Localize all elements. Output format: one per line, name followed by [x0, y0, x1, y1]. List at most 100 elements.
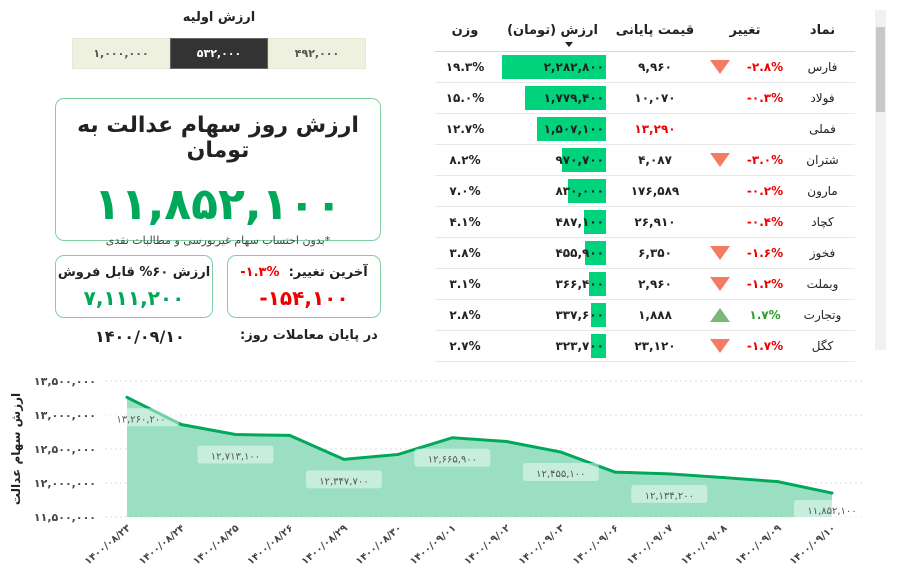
table-row[interactable]: فولاد -۰.۳% ۱۰,۰۷۰ ۱,۷۷۹,۴۰۰ ۱۵.۰%	[435, 83, 855, 114]
cell-price: ۱۰,۰۷۰	[634, 91, 676, 105]
data-point	[396, 452, 400, 456]
table-row[interactable]: وتجارت ۱.۷% ۱,۸۸۸ ۳۳۷,۶۰۰ ۲.۸%	[435, 300, 855, 331]
table-row[interactable]: فملی ۱۳,۲۹۰ ۱,۵۰۷,۱۰۰ ۱۲.۷%	[435, 114, 855, 145]
cell-change: -۱.۷%	[746, 339, 784, 353]
cell-change: -۳.۰%	[746, 153, 784, 167]
cell-symbol: وتجارت	[803, 308, 842, 322]
cell-weight: ۱۵.۰%	[445, 91, 485, 105]
data-point	[559, 450, 563, 454]
data-label-bg	[305, 470, 382, 489]
table-scrollbar-thumb[interactable]	[876, 27, 885, 112]
sellable-value-label: ارزش ۶۰% قابل فروش	[57, 265, 211, 280]
table-row[interactable]: شتران -۳.۰% ۴,۰۸۷ ۹۷۰,۷۰۰ ۸.۲%	[435, 145, 855, 176]
cell-price: ۱۳,۲۹۰	[634, 122, 676, 136]
cell-price: ۱۷۶,۵۸۹	[630, 184, 680, 198]
data-label-bg	[631, 484, 708, 503]
trading-date-label: در پایان معاملات روز:	[240, 328, 378, 343]
data-label: ۱۳,۲۶۰,۲۰۰	[116, 414, 165, 425]
table-row[interactable]: وبملت -۱.۲% ۲,۹۶۰ ۳۶۶,۴۰۰ ۳.۱%	[435, 269, 855, 300]
data-label: ۱۱,۸۵۲,۱۰۰	[807, 506, 856, 517]
x-tick-label: ۱۴۰۰/۰۸/۲۶	[246, 523, 296, 568]
cell-symbol: فولاد	[810, 91, 835, 105]
cell-value-text: ۸۳۰,۰۰۰	[555, 184, 604, 198]
current-value-title: ارزش روز سهام عدالت به تومان	[77, 113, 359, 163]
header-weight[interactable]: وزن	[451, 23, 479, 38]
holdings-table: نماد تغییر قیمت پایانی ارزش (تومان) وزن …	[435, 10, 855, 362]
data-point	[450, 436, 454, 440]
cell-symbol: فارس	[807, 60, 838, 74]
last-change-label: آخرین تغییر:	[288, 265, 368, 280]
cell-arrow	[700, 308, 740, 322]
header-symbol[interactable]: نماد	[809, 23, 836, 38]
header-value[interactable]: ارزش (تومان)	[495, 10, 610, 51]
arrow-up-icon	[710, 308, 730, 322]
cell-value: ۳۲۳,۷۰۰	[495, 331, 610, 361]
sellable-value-card: ارزش ۶۰% قابل فروش ۷,۱۱۱,۲۰۰	[55, 255, 213, 318]
data-label: ۱۲,۱۳۴,۲۰۰	[645, 491, 694, 502]
cell-value-text: ۴۸۷,۱۰۰	[555, 215, 604, 229]
value-bar	[568, 179, 606, 203]
value-history-chart: ۱۳,۵۰۰,۰۰۰ ۱۳,۰۰۰,۰۰۰ ۱۲,۵۰۰,۰۰۰ ۱۲,۰۰۰,۰۰۰…	[9, 375, 870, 568]
current-value: ۱۱,۸۵۲,۱۰۰	[93, 179, 343, 230]
value-bar	[590, 303, 606, 327]
cell-weight: ۷.۰%	[449, 184, 481, 198]
data-label: ۱۲,۴۵۵,۱۰۰	[536, 469, 585, 480]
cell-change: -۰.۲%	[746, 184, 784, 198]
cell-value: ۸۳۰,۰۰۰	[495, 176, 610, 206]
initial-value-option-532000[interactable]: ۵۳۲,۰۰۰	[170, 38, 268, 69]
table-scrollbar[interactable]	[875, 10, 886, 350]
sellable-value: ۷,۱۱۱,۲۰۰	[83, 286, 185, 310]
arrow-down-icon	[710, 246, 730, 260]
table-row[interactable]: فخوز -۱.۶% ۶,۳۵۰ ۴۵۵,۹۰۰ ۳.۸%	[435, 238, 855, 269]
cell-symbol: مارون	[807, 184, 838, 198]
current-value-note: *بدون احتساب سهام غیربورسی و مطالبات نقد…	[105, 234, 331, 247]
sort-desc-icon	[565, 42, 573, 47]
data-label: ۱۲,۳۴۷,۷۰۰	[319, 476, 368, 487]
data-point	[722, 476, 726, 480]
cell-symbol: کچاد	[811, 215, 834, 229]
series-line	[126, 395, 833, 495]
cell-symbol: وبملت	[806, 277, 839, 291]
cell-weight: ۲.۷%	[449, 339, 481, 353]
table-row[interactable]: کچاد -۰.۴% ۲۶,۹۱۰ ۴۸۷,۱۰۰ ۴.۱%	[435, 207, 855, 238]
initial-value-option-492000[interactable]: ۴۹۲,۰۰۰	[268, 38, 366, 69]
y-axis-title: ارزش سهام عدالت	[9, 393, 24, 505]
cell-value-text: ۱,۵۰۷,۱۰۰	[543, 122, 604, 136]
value-bar	[589, 272, 606, 296]
value-bar	[561, 148, 606, 172]
data-point	[613, 470, 617, 474]
cell-value-text: ۳۲۳,۷۰۰	[555, 339, 604, 353]
header-price[interactable]: قیمت پایانی	[615, 23, 695, 38]
cell-value: ۱,۵۰۷,۱۰۰	[495, 114, 610, 144]
table-row[interactable]: مارون -۰.۲% ۱۷۶,۵۸۹ ۸۳۰,۰۰۰ ۷.۰%	[435, 176, 855, 207]
data-point	[776, 480, 780, 484]
x-tick-label: ۱۴۰۰/۰۹/۱۰	[788, 523, 838, 568]
cell-value: ۴۵۵,۹۰۰	[495, 238, 610, 268]
cell-arrow	[700, 246, 740, 260]
data-label: ۱۲,۷۱۳,۱۰۰	[211, 452, 260, 463]
data-point	[830, 491, 834, 495]
cell-change: ۱.۷%	[749, 308, 781, 322]
table-row[interactable]: کگل -۱.۷% ۲۳,۱۲۰ ۳۲۳,۷۰۰ ۲.۷%	[435, 331, 855, 362]
current-value-card: ارزش روز سهام عدالت به تومان ۱۱,۸۵۲,۱۰۰ …	[55, 98, 381, 247]
cell-price: ۲۳,۱۲۰	[634, 339, 676, 353]
trading-date: ۱۴۰۰/۰۹/۱۰	[95, 327, 185, 346]
table-row[interactable]: فارس -۲.۸% ۹,۹۶۰ ۲,۲۸۲,۸۰۰ ۱۹.۳%	[435, 52, 855, 83]
initial-value-option-1000000[interactable]: ۱,۰۰۰,۰۰۰	[72, 38, 170, 69]
data-point	[179, 423, 183, 427]
cell-value-text: ۲,۲۸۲,۸۰۰	[543, 60, 604, 74]
data-point	[505, 440, 509, 444]
cell-change: -۰.۳%	[746, 91, 784, 105]
header-change[interactable]: تغییر	[729, 23, 761, 38]
cell-price: ۶,۳۵۰	[638, 246, 672, 260]
initial-value-title: ارزش اولیه	[182, 10, 256, 25]
x-tick-label: ۱۴۰۰/۰۸/۲۹	[300, 523, 350, 568]
x-tick-label: ۱۴۰۰/۰۹/۰۲	[462, 523, 512, 568]
arrow-down-icon	[710, 277, 730, 291]
cell-weight: ۱۹.۳%	[445, 60, 485, 74]
data-point	[233, 433, 237, 437]
cell-value: ۲,۲۸۲,۸۰۰	[495, 52, 610, 82]
value-bar	[524, 86, 606, 110]
cell-symbol: شتران	[806, 153, 839, 167]
value-bar	[591, 334, 606, 358]
